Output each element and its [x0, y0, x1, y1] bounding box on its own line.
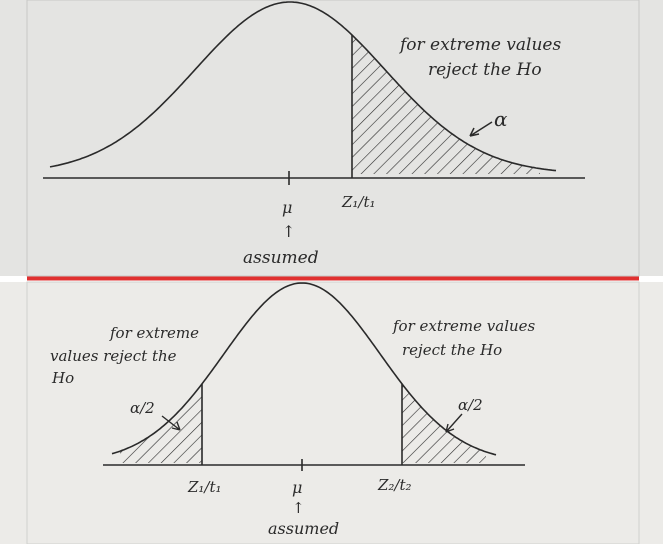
bottom-right-alpha-label: α/2	[458, 396, 483, 414]
bottom-bell-curve	[111, 282, 497, 456]
top-note-line-2: reject the Ho	[428, 60, 542, 80]
top-panel-border	[26, 0, 640, 277]
bottom-paper	[0, 282, 663, 544]
top-paper	[0, 0, 663, 276]
bottom-left-rejection-region	[120, 383, 202, 463]
bottom-right-alpha-arrow	[445, 413, 463, 433]
bottom-mean-label: μ	[292, 478, 302, 497]
bottom-right-critical-label: Z₂/t₂	[377, 476, 412, 494]
top-mean-arrow: ↑	[282, 222, 295, 241]
bottom-left-note-line-3: Ho	[51, 369, 74, 387]
top-critical-label: Z₁/t₁	[341, 193, 376, 211]
top-assumed-label: assumed	[243, 248, 319, 268]
bottom-right-note-line-2: reject the Ho	[402, 341, 502, 359]
bottom-left-alpha-arrow	[161, 415, 181, 431]
bottom-left-alpha-label: α/2	[130, 399, 155, 417]
bottom-left-note-line-1: for extreme	[109, 324, 199, 342]
two-tailed-panel: for extreme values reject the Ho for ext…	[50, 282, 536, 538]
bottom-mean-arrow: ↑	[292, 499, 305, 517]
bottom-assumed-label: assumed	[268, 519, 339, 538]
top-rejection-region	[352, 35, 540, 174]
top-alpha-label: α	[494, 107, 508, 131]
top-note-line-1: for extreme values	[398, 35, 561, 55]
bottom-right-note-line-1: for extreme values	[392, 317, 536, 335]
top-alpha-arrow	[469, 121, 493, 137]
top-bell-curve	[49, 1, 557, 172]
one-tailed-panel: for extreme values reject the Ho α Z₁/t₁…	[43, 1, 585, 268]
bottom-left-critical-label: Z₁/t₁	[187, 478, 222, 496]
bottom-left-note-line-2: values reject the	[50, 347, 177, 365]
top-mean-label: μ	[282, 198, 292, 217]
